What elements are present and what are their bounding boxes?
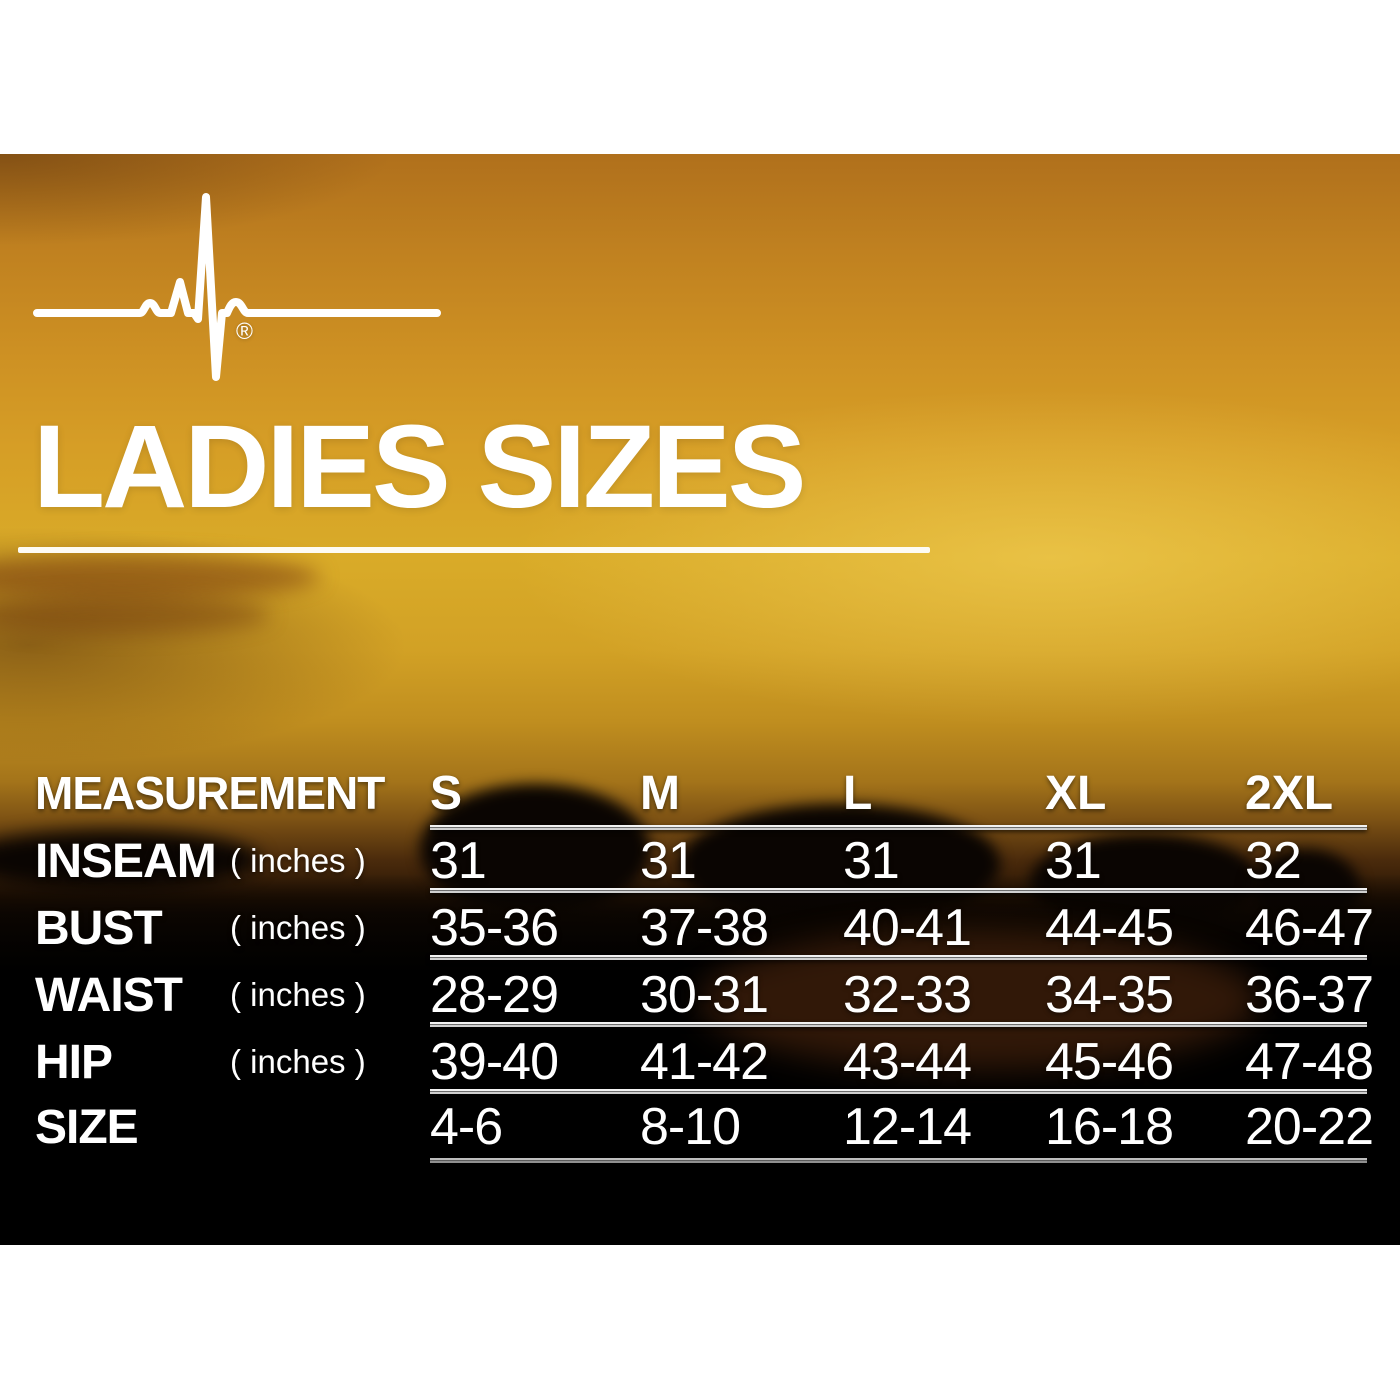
size-column-header-s: S [430, 766, 463, 820]
cell-value: 35-36 [430, 899, 559, 957]
water-reflection-glow [700, 930, 1260, 1070]
cell-value: 45-46 [1045, 1033, 1174, 1091]
ekg-pulse-logo-icon [33, 193, 441, 381]
table-rule [430, 1089, 1367, 1094]
row-label: HIP [35, 1035, 113, 1089]
cloud-streak [0, 554, 320, 599]
cell-value: 20-22 [1245, 1098, 1374, 1156]
top-white-band [0, 0, 1400, 154]
size-column-header-xl: XL [1045, 766, 1107, 820]
cell-value: 31 [1045, 832, 1102, 890]
cell-value: 12-14 [843, 1098, 972, 1156]
cell-value: 32 [1245, 832, 1302, 890]
table-rule [430, 825, 1367, 830]
page-title: LADIES SIZES [33, 401, 806, 533]
cell-value: 32-33 [843, 966, 972, 1024]
measurement-column-header: MEASUREMENT [35, 767, 385, 819]
table-row-inseam: INSEAM ( inches ) 31 31 31 31 32 [35, 830, 1375, 892]
cell-value: 37-38 [640, 899, 769, 957]
size-column-header-m: M [640, 766, 680, 820]
cell-value: 46-47 [1245, 899, 1374, 957]
size-column-header-l: L [843, 766, 873, 820]
cell-value: 8-10 [640, 1098, 741, 1156]
unit-label: ( inches ) [230, 976, 366, 1013]
cloud-streak [0, 596, 270, 634]
sunset-photo-background [0, 154, 1400, 1245]
row-label: INSEAM [35, 834, 217, 888]
unit-label: ( inches ) [230, 909, 366, 946]
cell-value: 31 [640, 832, 697, 890]
table-rule [430, 1158, 1367, 1163]
table-rule [430, 955, 1367, 960]
cell-value: 41-42 [640, 1033, 769, 1091]
table-header-row: MEASUREMENT S M L XL 2XL [35, 762, 1375, 824]
table-row-bust: BUST ( inches ) 35-36 37-38 40-41 44-45 … [35, 897, 1375, 959]
dark-land-band [0, 874, 1400, 1245]
cell-value: 31 [843, 832, 900, 890]
row-label: BUST [35, 901, 163, 955]
cell-value: 39-40 [430, 1033, 559, 1091]
cell-value: 34-35 [1045, 966, 1174, 1024]
table-rule [430, 888, 1367, 893]
registered-trademark-symbol: ® [236, 318, 253, 344]
cell-value: 30-31 [640, 966, 769, 1024]
table-row-hip: HIP ( inches ) 39-40 41-42 43-44 45-46 4… [35, 1031, 1375, 1093]
cell-value: 4-6 [430, 1098, 503, 1156]
cell-value: 43-44 [843, 1033, 972, 1091]
cell-value: 28-29 [430, 966, 559, 1024]
table-row-size: SIZE 4-6 8-10 12-14 16-18 20-22 [35, 1096, 1375, 1158]
cell-value: 36-37 [1245, 966, 1374, 1024]
cell-value: 47-48 [1245, 1033, 1374, 1091]
unit-label: ( inches ) [230, 842, 366, 879]
cell-value: 31 [430, 832, 487, 890]
table-row-waist: WAIST ( inches ) 28-29 30-31 32-33 34-35… [35, 964, 1375, 1026]
cell-value: 40-41 [843, 899, 972, 957]
title-underline [18, 547, 930, 553]
cell-value: 16-18 [1045, 1098, 1174, 1156]
bottom-white-band [0, 1245, 1400, 1400]
table-rule [430, 1022, 1367, 1027]
row-label: WAIST [35, 968, 183, 1022]
row-label: SIZE [35, 1100, 139, 1154]
unit-label: ( inches ) [230, 1043, 366, 1080]
cell-value: 44-45 [1045, 899, 1174, 957]
size-column-header-2xl: 2XL [1245, 766, 1334, 820]
